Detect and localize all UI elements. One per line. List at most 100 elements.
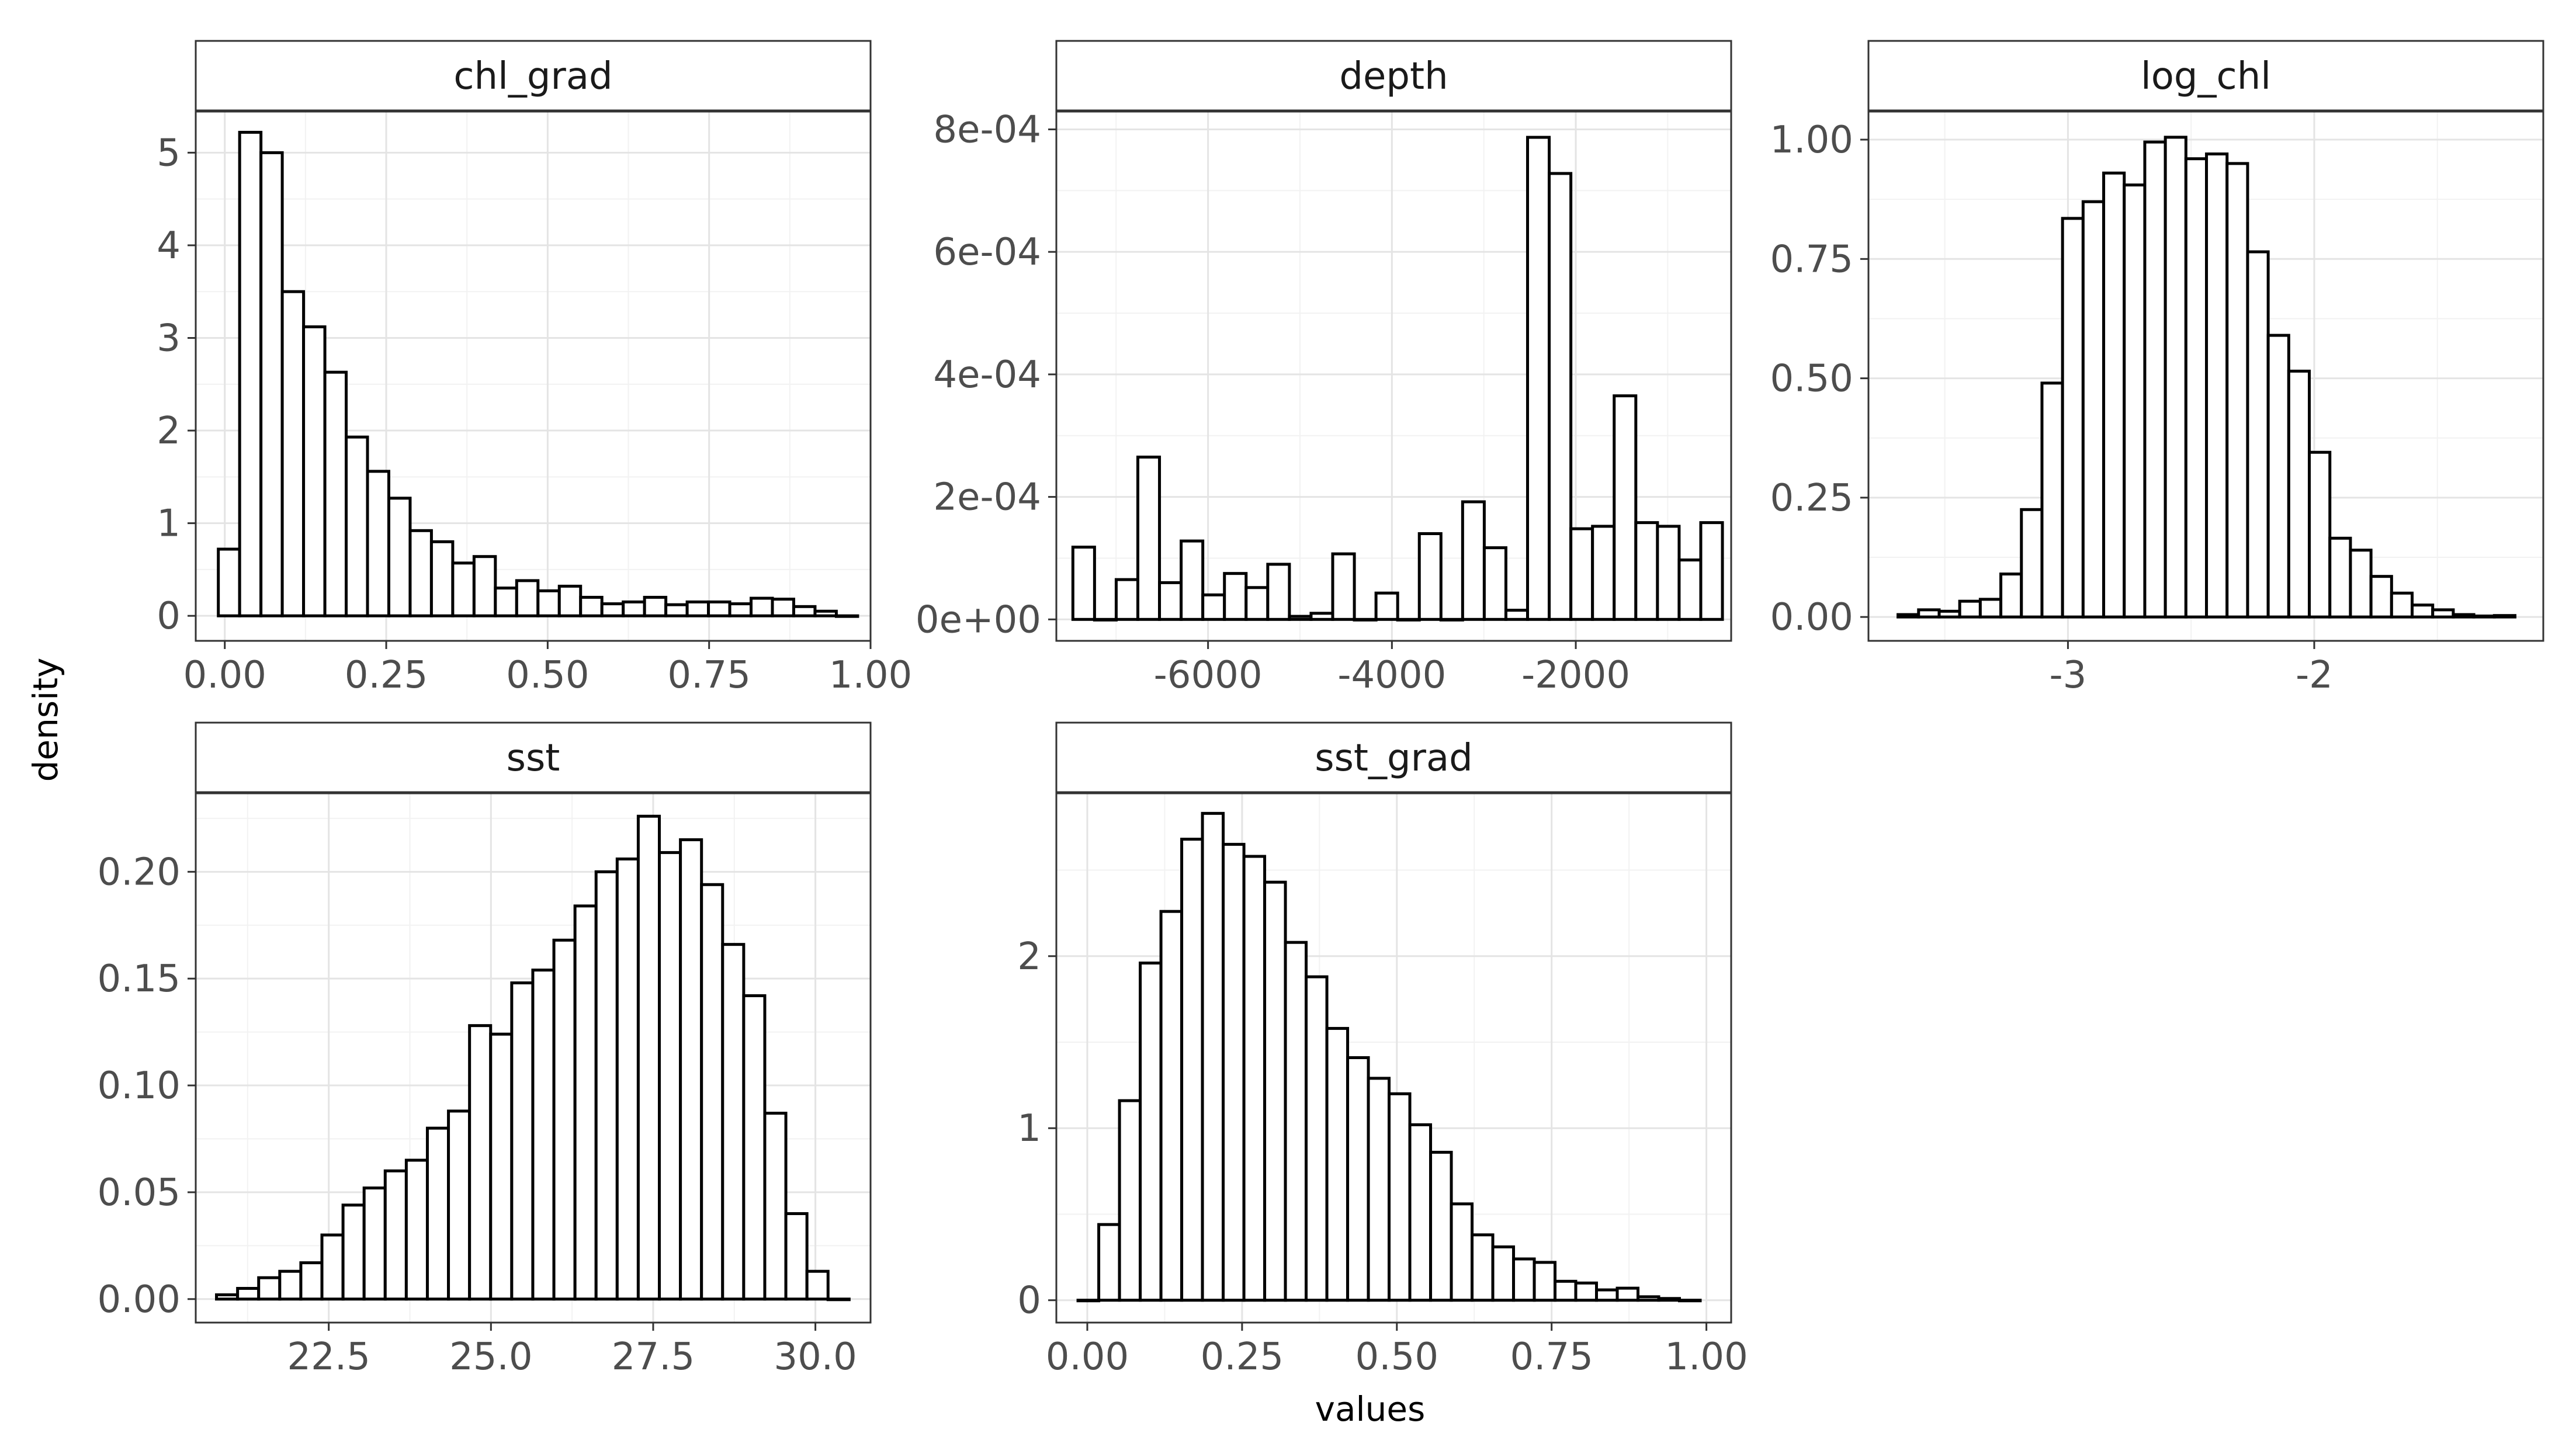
histogram-bar — [2349, 549, 2373, 619]
gridlines — [1056, 111, 1731, 641]
histogram-bar — [515, 579, 540, 617]
histogram-bar — [557, 584, 583, 617]
histogram-bar — [573, 904, 598, 1301]
histogram-bar — [1114, 578, 1139, 621]
histogram-bar — [771, 598, 795, 617]
histogram-bar — [217, 547, 241, 617]
histogram-bar — [1512, 1257, 1536, 1302]
x-tick-label: 1.00 — [1665, 1335, 1748, 1379]
histogram-bar — [1396, 617, 1421, 622]
histogram-bar — [1574, 1281, 1599, 1302]
histogram-bar — [2081, 200, 2106, 619]
histogram-bar — [2123, 183, 2147, 619]
histogram-bar — [685, 600, 710, 617]
histogram-bar — [742, 994, 767, 1301]
histogram-bar — [494, 587, 518, 617]
histogram-bar — [1305, 975, 1329, 1302]
histogram-bar — [1526, 136, 1551, 621]
histogram-bar — [1136, 455, 1162, 621]
histogram-bar — [1699, 521, 1724, 621]
histogram-bar — [2452, 613, 2476, 619]
x-tick-label: 30.0 — [774, 1335, 857, 1379]
histogram-bar — [1201, 593, 1226, 621]
histogram-bar — [1118, 1099, 1142, 1302]
histogram-bar — [362, 1186, 387, 1301]
y-tick-label: 2 — [157, 410, 181, 453]
histogram-bar — [280, 290, 306, 617]
histogram-bar — [1634, 521, 1659, 621]
histogram-bar — [1999, 572, 2023, 619]
y-tick-label: 0e+00 — [916, 598, 1041, 641]
histogram-bar — [1897, 613, 1920, 619]
histogram-bar — [2287, 369, 2311, 619]
histogram-bar — [1461, 500, 1486, 621]
histogram-bar — [1097, 1223, 1121, 1302]
histogram-bar — [1429, 1150, 1453, 1302]
histogram-bar — [299, 1261, 324, 1301]
histogram-bar — [1613, 394, 1638, 621]
panel-chl-grad: chl_grad 0 1 2 3 4 5 0.00 0.25 0.50 0.75 1.00 — [157, 40, 912, 697]
histogram-bar — [2061, 217, 2085, 619]
histogram-bar — [404, 1158, 429, 1301]
histogram-bars — [1071, 136, 1724, 622]
histogram-bar — [1937, 609, 1961, 619]
histogram-bar — [1591, 525, 1616, 621]
histogram-bar — [2040, 381, 2064, 619]
histogram-bar — [1958, 599, 1982, 619]
histogram-bar — [1595, 1288, 1619, 1302]
histogram-bar — [2205, 152, 2229, 619]
y-tick-label: 0.75 — [1770, 238, 1854, 281]
y-tick-label: 0 — [1017, 1279, 1041, 1323]
facet-panels: chl_grad 0 1 2 3 4 5 0.00 0.25 0.50 0.75 1.00 depth 0… — [98, 40, 2544, 1379]
histogram-bar — [707, 600, 731, 617]
x-tick-label: 27.5 — [612, 1335, 695, 1379]
y-tick-label: 0.25 — [1770, 477, 1854, 520]
histogram-bar — [2102, 171, 2126, 619]
y-tick-label: 0.05 — [98, 1171, 181, 1215]
histogram-bar — [236, 1286, 261, 1301]
histogram-bar — [1408, 1123, 1433, 1302]
panel-sst-grad: sst_grad 0 1 2 0.00 0.25 0.50 0.75 1.00 — [1017, 721, 1748, 1379]
histogram-bar — [679, 838, 703, 1301]
histogram-bar — [1266, 563, 1291, 621]
histogram-bar — [472, 555, 497, 617]
histogram-bar — [2472, 615, 2496, 619]
histogram-bar — [429, 540, 455, 617]
x-axis: -6000 -4000 -2000 — [1154, 641, 1630, 697]
y-tick-label: 3 — [157, 317, 181, 360]
histogram-bar — [1678, 1299, 1702, 1303]
panel-depth: depth 0e+00 2e-04 4e-04 6e-04 8e-04 -6000 -4000… — [916, 40, 1732, 697]
histogram-bar — [1533, 1261, 1557, 1302]
histogram-bar — [1388, 1092, 1412, 1302]
histogram-bar — [2369, 575, 2393, 619]
y-tick-label: 0.20 — [98, 851, 181, 894]
histogram-bars — [1897, 136, 2517, 619]
x-tick-label: 1.00 — [829, 654, 913, 697]
histogram-bars — [1076, 811, 1702, 1303]
y-tick-label: 1 — [157, 502, 181, 546]
facet-title: sst_grad — [1315, 737, 1473, 780]
histogram-bar — [792, 605, 817, 617]
y-tick-label: 0.10 — [98, 1064, 181, 1108]
x-tick-label: 0.75 — [1510, 1335, 1593, 1379]
histogram-bar — [1482, 546, 1507, 621]
histogram-bar — [451, 561, 476, 617]
histogram-bars — [217, 130, 859, 618]
histogram-bar — [1158, 581, 1183, 621]
y-tick-label: 8e-04 — [933, 108, 1041, 151]
y-axis: 0 1 2 3 4 5 — [157, 131, 196, 638]
x-axis: 0.00 0.25 0.50 0.75 1.00 — [183, 641, 912, 697]
histogram-bar — [1450, 1202, 1474, 1302]
histogram-bar — [1978, 598, 2003, 619]
histogram-bar — [2492, 614, 2517, 619]
y-axis: 0 1 2 — [1017, 935, 1056, 1323]
histogram-bar — [1076, 1299, 1101, 1303]
histogram-bar — [468, 1024, 493, 1301]
facet-strip — [1867, 40, 2544, 112]
histogram-bar — [1159, 910, 1184, 1302]
histogram-bar — [1491, 1245, 1516, 1302]
x-axis: 0.00 0.25 0.50 0.75 1.00 — [1046, 1323, 1748, 1379]
histogram-bar — [2225, 162, 2249, 619]
y-axis: 0.00 0.25 0.50 0.75 1.00 — [1770, 119, 1868, 639]
y-tick-label: 4e-04 — [933, 353, 1041, 397]
